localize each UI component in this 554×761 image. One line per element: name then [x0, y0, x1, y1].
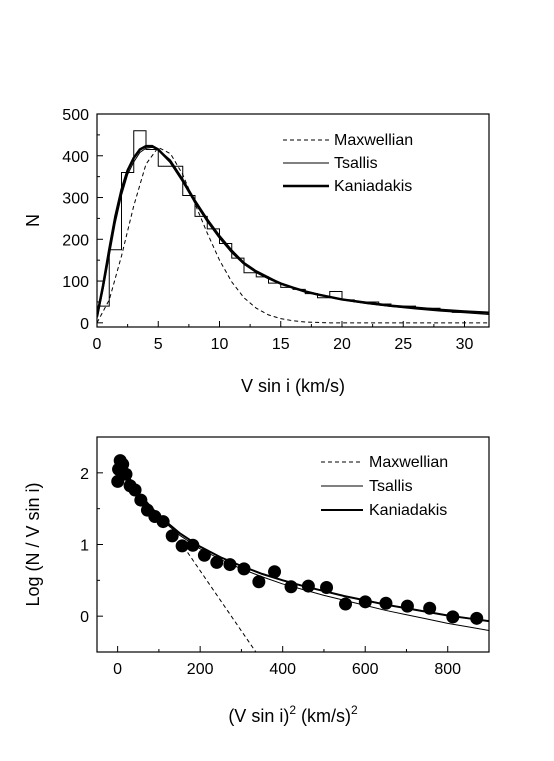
x-tick-label: 0 — [113, 661, 122, 678]
histogram-bar — [452, 312, 464, 322]
histogram-bar — [183, 195, 195, 322]
data-point — [268, 565, 282, 579]
histogram-bar — [305, 294, 317, 323]
data-point — [301, 579, 315, 593]
series-line-maxwellian — [183, 546, 257, 652]
data-point — [119, 467, 133, 481]
y-tick-label: 300 — [62, 191, 89, 208]
data-point — [237, 562, 251, 576]
data-point — [339, 597, 353, 611]
data-point — [186, 538, 200, 552]
data-point — [423, 601, 437, 615]
x-tick-label: 25 — [394, 336, 412, 353]
x-tick-label: 20 — [333, 336, 351, 353]
histogram-outline — [97, 130, 489, 323]
series-line-tsallis — [97, 146, 489, 319]
histogram-bar — [342, 300, 354, 323]
y-tick-label: 2 — [80, 466, 89, 483]
legend-label-kaniadakis: Kaniadakis — [369, 502, 447, 519]
legend-label-maxwellian: Maxwellian — [334, 132, 413, 149]
x-tick-label: 5 — [154, 336, 163, 353]
top-chart-frame — [96, 113, 490, 328]
data-point — [116, 457, 130, 471]
histogram-bar — [256, 277, 268, 323]
x-tick-label: 0 — [93, 336, 102, 353]
x-tick-label: 400 — [269, 661, 296, 678]
data-point — [156, 515, 170, 529]
data-point — [223, 558, 237, 572]
histogram-bar — [146, 150, 158, 323]
top-chart-histogram — [97, 130, 489, 323]
legend-label-tsallis: Tsallis — [369, 478, 413, 495]
data-point — [175, 539, 189, 553]
data-point — [128, 483, 142, 497]
legend-label-maxwellian: Maxwellian — [369, 454, 448, 471]
x-label-base: (V sin i) — [228, 706, 289, 726]
bottom-chart-legend: Maxwellian Tsallis Kaniadakis — [321, 454, 448, 519]
data-point — [400, 599, 414, 613]
histogram-bar — [220, 243, 232, 322]
histogram-bar — [379, 304, 391, 323]
top-chart-legend: Maxwellian Tsallis Kaniadakis — [283, 132, 413, 195]
histogram-bar — [195, 216, 207, 323]
data-point — [252, 575, 266, 589]
histogram-bar — [391, 306, 403, 323]
histogram-bar — [354, 302, 366, 323]
data-point — [470, 611, 484, 625]
y-tick-label: 400 — [62, 149, 89, 166]
data-point — [134, 493, 148, 507]
x-tick-label: 200 — [187, 661, 214, 678]
data-point — [284, 580, 298, 594]
data-point — [320, 581, 334, 594]
x-tick-label: 10 — [211, 336, 229, 353]
data-point — [165, 529, 179, 543]
bottom-chart-x-axis-label: (V sin i)2 (km/s)2 — [228, 703, 358, 726]
y-tick-label: 100 — [62, 274, 89, 291]
data-point — [358, 595, 372, 609]
histogram-bar — [293, 289, 305, 322]
data-point — [197, 548, 211, 562]
chart-bottom-log-distribution: 0 200 400 600 800 0 1 2 Maxwellian Tsallis Kaniad… — [23, 436, 490, 726]
series-line-maxwellian — [97, 146, 489, 324]
histogram-bar — [281, 287, 293, 323]
data-point — [446, 610, 460, 624]
histogram-bar — [158, 166, 170, 323]
y-tick-label: 0 — [80, 316, 89, 333]
x-tick-label: 15 — [272, 336, 290, 353]
x-label-exponent-1: 2 — [289, 703, 296, 717]
top-chart-series-lines — [97, 144, 489, 324]
y-tick-label: 500 — [62, 107, 89, 124]
legend-label-tsallis: Tsallis — [334, 155, 378, 172]
y-tick-label: 0 — [80, 609, 89, 626]
top-chart-y-axis-label: N — [23, 214, 43, 227]
histogram-bar — [207, 229, 219, 323]
bottom-chart-y-axis-label: Log (N / V sin i) — [23, 482, 43, 606]
x-tick-label: 30 — [456, 336, 474, 353]
histogram-bar — [109, 250, 121, 323]
x-label-unit: (km/s) — [296, 706, 351, 726]
bottom-chart-series-lines — [116, 457, 489, 652]
series-line-kaniadakis — [97, 144, 489, 317]
x-label-exponent-2: 2 — [351, 703, 358, 717]
histogram-bar — [171, 166, 183, 323]
histogram-bar — [318, 298, 330, 323]
bottom-chart-data-points — [111, 454, 484, 625]
bottom-chart-frame — [96, 436, 490, 653]
y-tick-label: 200 — [62, 232, 89, 249]
data-point — [210, 555, 224, 569]
legend-label-kaniadakis: Kaniadakis — [334, 178, 412, 195]
x-tick-label: 600 — [352, 661, 379, 678]
y-tick-label: 1 — [80, 538, 89, 555]
histogram-bar — [244, 273, 256, 323]
bottom-chart-ticks: 0 200 400 600 800 0 1 2 — [80, 466, 461, 678]
data-point — [379, 596, 393, 610]
top-chart-x-axis-label: V sin i (km/s) — [241, 376, 345, 396]
x-tick-label: 800 — [434, 661, 461, 678]
